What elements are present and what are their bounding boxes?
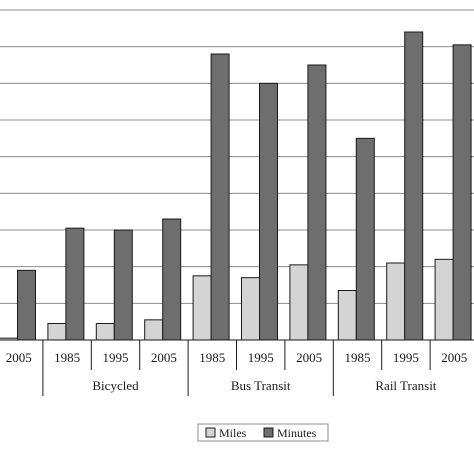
group-label: Rail Transit <box>375 378 436 393</box>
x-tick-label: 2005 <box>151 350 177 365</box>
bars <box>0 31 472 341</box>
bar-miles-6 <box>289 264 309 341</box>
legend: Miles Minutes <box>197 423 329 442</box>
bar-minutes-8 <box>404 31 424 341</box>
x-tick-label: 2005 <box>296 350 322 365</box>
legend-box <box>197 423 329 442</box>
x-tick-label: 1985 <box>345 350 371 365</box>
legend-label-minutes: Minutes <box>277 426 317 440</box>
bar-miles-9 <box>434 258 454 341</box>
bar-minutes-6 <box>307 64 327 341</box>
bar-minutes-5 <box>259 82 278 341</box>
legend-swatch-minutes <box>263 427 274 438</box>
bar-miles-2 <box>95 323 115 341</box>
x-tick-label: 1995 <box>393 350 419 365</box>
x-tick-label: 1995 <box>103 350 129 365</box>
bar-miles-5 <box>241 277 260 341</box>
bar-miles-8 <box>386 262 406 341</box>
group-label: Bicycled <box>92 378 139 393</box>
x-axis: 2005 1985 1995 2005 1985 1995 2005 1985 1995 2005… <box>0 339 474 396</box>
bar-miles-4 <box>192 275 212 341</box>
bar-miles-7 <box>337 290 357 341</box>
bar-miles-1 <box>47 323 67 341</box>
bar-minutes-3 <box>162 218 182 341</box>
legend-label-miles: Miles <box>219 426 247 440</box>
x-tick-label: 1985 <box>54 350 80 365</box>
group-label: Bus Transit <box>231 378 291 393</box>
bar-minutes-2 <box>113 229 133 341</box>
bar-minutes-1 <box>65 227 85 341</box>
bar-minutes-7 <box>355 137 375 341</box>
x-tick-label: 2005 <box>441 350 467 365</box>
bar-minutes-0 <box>17 269 36 341</box>
x-tick-label: 1995 <box>248 350 274 365</box>
x-tick-label: 1985 <box>199 350 225 365</box>
x-tick-label: 2005 <box>6 350 32 365</box>
bar-minutes-9 <box>452 44 472 341</box>
bar-minutes-4 <box>210 53 230 341</box>
bar-miles-3 <box>144 319 164 341</box>
legend-swatch-miles <box>205 427 216 438</box>
